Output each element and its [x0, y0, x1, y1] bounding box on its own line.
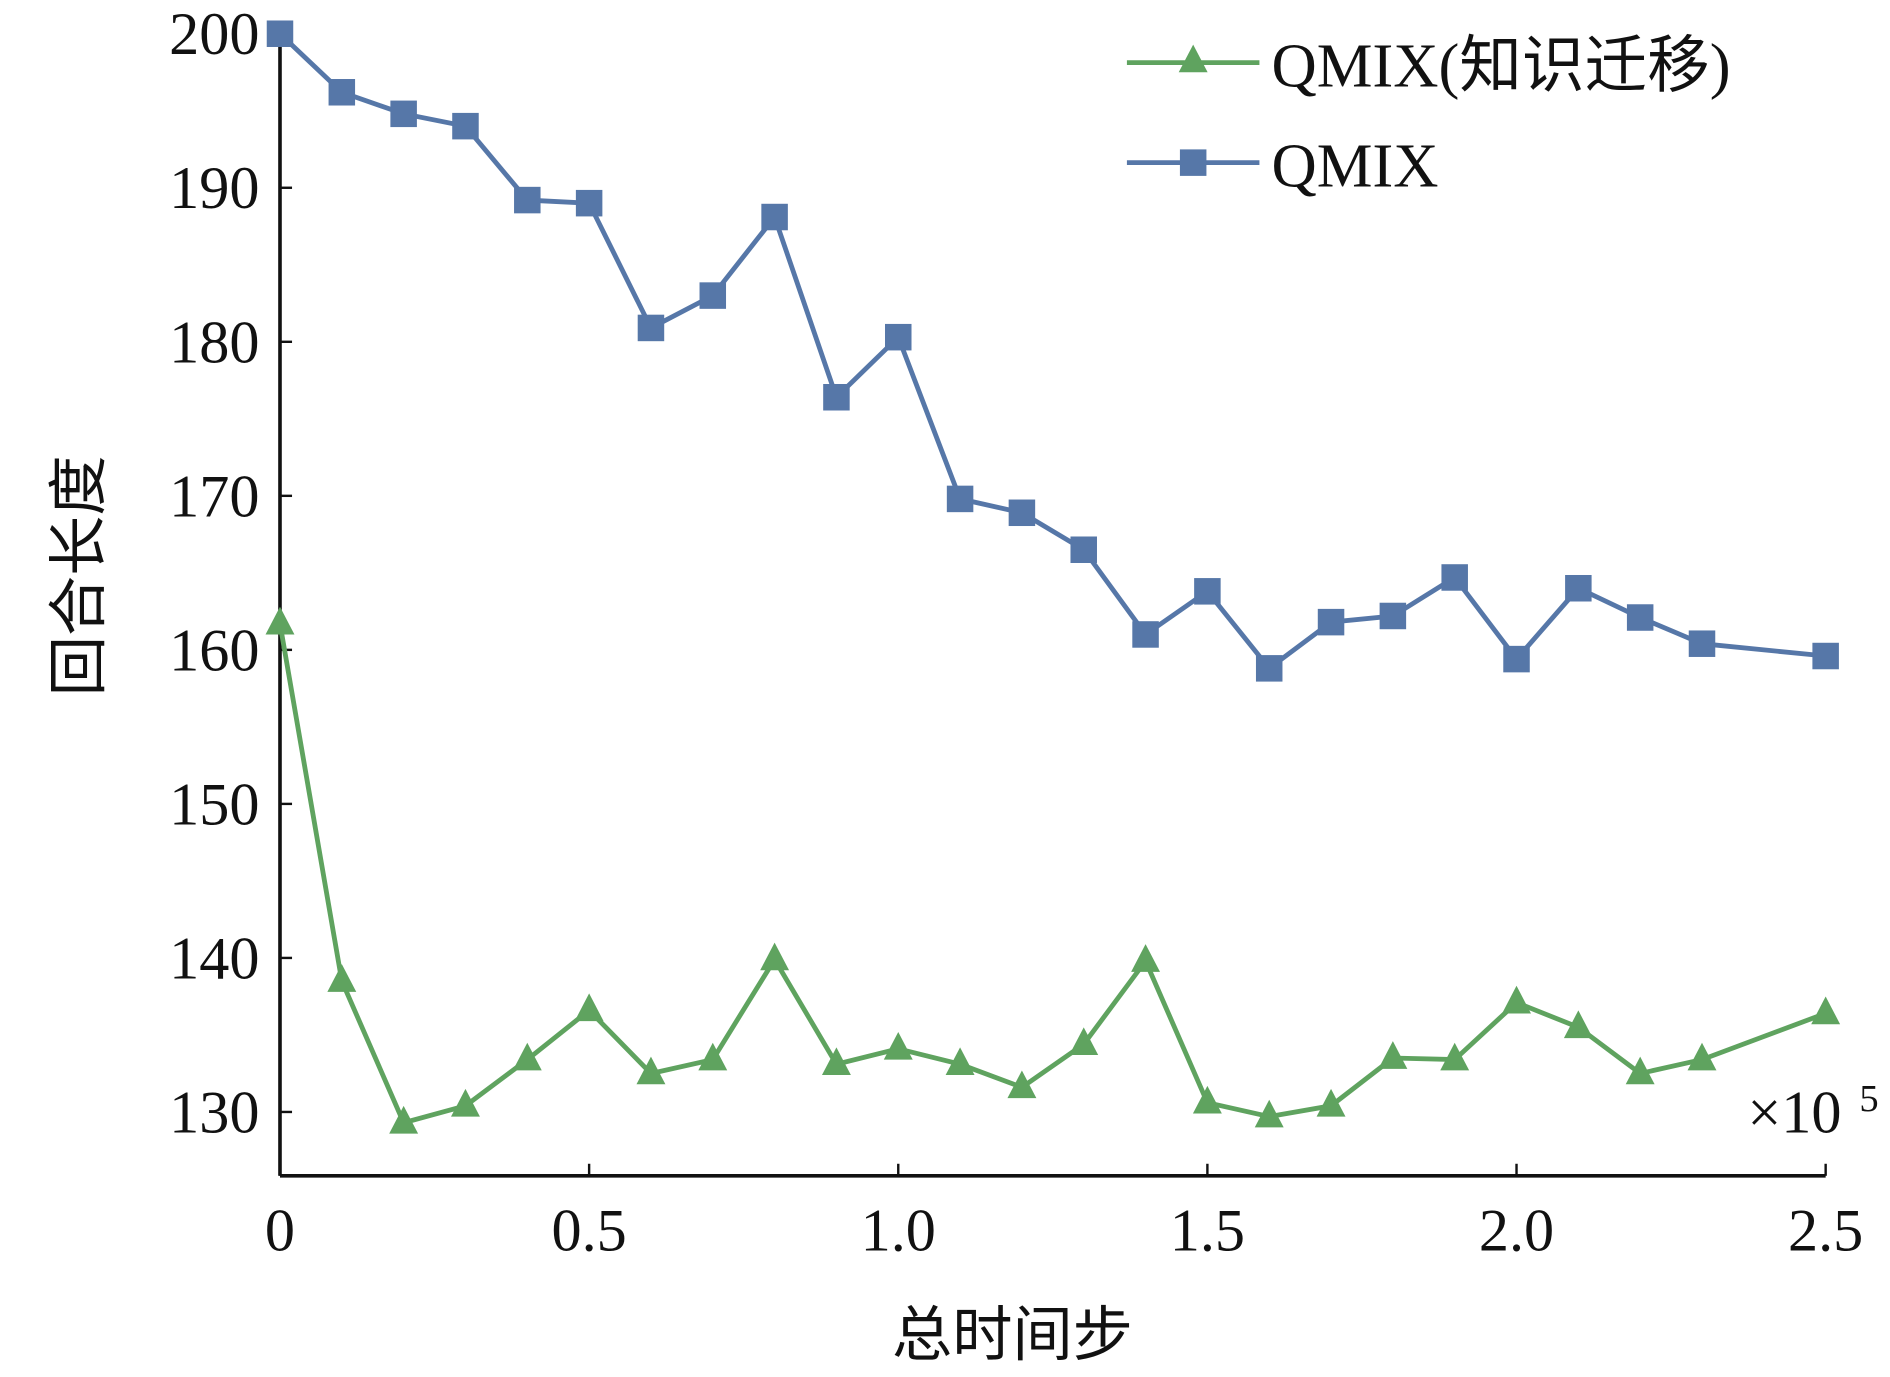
data-point	[760, 942, 790, 971]
y-tick-label: 130	[169, 1079, 259, 1146]
y-tick-label: 150	[169, 771, 259, 838]
data-point	[1626, 604, 1654, 631]
x-tick-label: 2.5	[1788, 1198, 1863, 1265]
data-point	[1131, 944, 1161, 972]
y-tick-label: 170	[169, 463, 259, 530]
data-point	[1379, 602, 1407, 630]
data-point	[946, 485, 974, 513]
data-point	[883, 1031, 913, 1060]
data-point	[1069, 1027, 1099, 1056]
triangle-marker-icon	[1178, 44, 1208, 73]
square-marker-icon	[1179, 149, 1207, 176]
data-point	[699, 282, 727, 309]
data-point	[451, 1088, 480, 1117]
data-point	[1625, 1056, 1655, 1085]
legend: QMIX(知识迁移) QMIX	[1126, 31, 1731, 201]
data-point	[390, 100, 417, 128]
series-line	[277, 623, 1827, 1126]
data-point	[512, 1042, 542, 1071]
x-axis-label: 总时间步	[892, 1302, 1133, 1369]
data-point	[636, 1056, 666, 1085]
data-point	[1194, 578, 1221, 605]
data-point	[823, 383, 850, 411]
data-point	[1316, 1088, 1346, 1117]
data-point	[574, 993, 604, 1022]
legend-item-qmix: QMIX	[1126, 131, 1438, 201]
data-point	[761, 203, 788, 231]
data-point	[1687, 1042, 1717, 1071]
y-tick-label: 180	[169, 309, 259, 376]
data-point	[1192, 1085, 1222, 1114]
data-point	[1378, 1041, 1408, 1069]
data-point	[1811, 996, 1841, 1025]
data-point	[885, 323, 912, 351]
x-tick-label: 2.0	[1479, 1198, 1554, 1265]
x-multiplier-exponent: 5	[1859, 1078, 1878, 1120]
data-point	[389, 1105, 419, 1134]
x-multiplier: ×10 5	[1747, 1078, 1878, 1147]
data-point	[452, 112, 479, 140]
data-point	[1812, 642, 1839, 670]
data-point	[1563, 1010, 1593, 1039]
y-tick-label: 190	[169, 155, 259, 222]
data-point	[514, 186, 541, 214]
data-point	[1441, 564, 1468, 591]
axes	[278, 24, 1826, 1178]
x-tick-label: 1.5	[1170, 1198, 1245, 1265]
data-point	[266, 20, 294, 47]
series-qmix-transfer	[265, 606, 1841, 1134]
legend-item-qmix-transfer: QMIX(知识迁移)	[1126, 31, 1731, 101]
data-point	[265, 606, 295, 635]
series-line	[278, 31, 1826, 672]
x-tick-label: 0	[265, 1198, 295, 1265]
x-tick-label: 0.5	[551, 1198, 626, 1265]
y-tick-label: 140	[169, 925, 259, 992]
y-tick-label: 160	[169, 617, 259, 684]
data-point	[945, 1047, 975, 1076]
y-axis-label: 回合长度	[46, 455, 113, 696]
data-point	[821, 1047, 851, 1076]
data-point	[1008, 499, 1036, 527]
legend-label: QMIX	[1271, 131, 1438, 201]
x-multiplier-base: ×10	[1747, 1079, 1841, 1146]
legend-label: QMIX(知识迁移)	[1271, 31, 1730, 101]
x-tick-label: 1.0	[861, 1198, 936, 1265]
data-point	[575, 189, 603, 217]
data-point	[1440, 1042, 1470, 1071]
y-tick-label: 200	[169, 1, 259, 68]
data-point	[1255, 655, 1283, 682]
data-point	[1254, 1099, 1284, 1128]
data-point	[1317, 608, 1345, 636]
series-qmix	[266, 20, 1839, 682]
data-point	[1503, 645, 1530, 673]
data-point	[1565, 574, 1592, 602]
data-point	[1007, 1070, 1037, 1099]
data-point	[637, 314, 665, 342]
data-point	[698, 1042, 728, 1071]
data-point	[1132, 621, 1159, 648]
data-point	[328, 79, 356, 106]
data-point	[327, 964, 357, 992]
data-point	[1502, 985, 1531, 1014]
data-point	[1688, 630, 1716, 657]
data-point	[1070, 536, 1097, 563]
